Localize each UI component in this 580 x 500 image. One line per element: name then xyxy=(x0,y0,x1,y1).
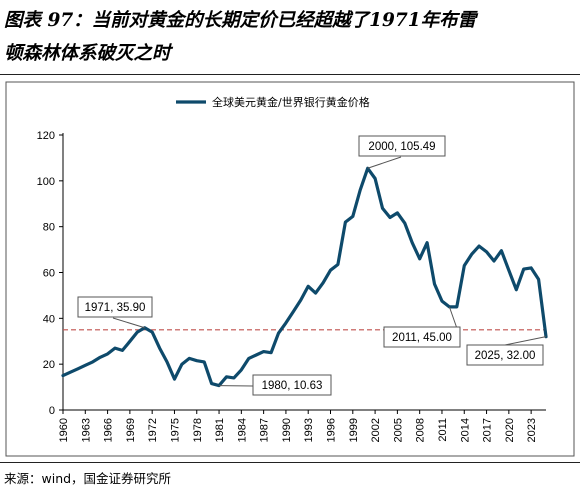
annotation-box xyxy=(466,344,544,366)
x-tick-label: 1987 xyxy=(259,418,271,442)
annotation-1980: 1980, 10.63 xyxy=(219,374,332,396)
annotation-2011: 2011, 45.00 xyxy=(383,306,461,348)
x-tick-label: 2005 xyxy=(392,418,404,442)
x-tick-label: 1969 xyxy=(125,418,137,442)
x-tick-label: 1975 xyxy=(169,418,181,442)
legend-label: 全球美元黄金/世界银行黄金价格 xyxy=(212,95,370,109)
annotation-box xyxy=(358,135,446,157)
x-tick-label: 2002 xyxy=(370,418,382,442)
title-divider xyxy=(0,74,580,75)
y-tick-label: 40 xyxy=(43,313,55,325)
annotation-label: 1980, 10.63 xyxy=(262,380,323,392)
x-tick-label: 1960 xyxy=(58,418,70,442)
x-tick-label: 1966 xyxy=(103,418,115,442)
x-tick-label: 2020 xyxy=(504,418,516,442)
x-tick-label: 1972 xyxy=(147,418,159,442)
x-tick-label: 2023 xyxy=(526,418,538,442)
x-tick-label: 1990 xyxy=(281,418,293,442)
annotation-label: 2025, 32.00 xyxy=(475,350,536,362)
chart-frame xyxy=(5,81,575,457)
x-tick-label: 2011 xyxy=(437,418,449,442)
y-tick-label: 20 xyxy=(43,359,55,371)
y-tick-label: 0 xyxy=(49,405,55,417)
x-tick-label: 1984 xyxy=(236,418,248,442)
annotation-2025: 2025, 32.00 xyxy=(466,336,547,366)
source-divider xyxy=(0,462,580,463)
figure-title: 图表 97：当前对黄金的长期定价已经超越了1971年布雷 顿森林体系破灭之时 xyxy=(4,4,576,70)
source-note: 来源：wind，国金证券研究所 xyxy=(4,471,172,486)
y-tick-label: 120 xyxy=(37,130,55,142)
annotation-box xyxy=(77,296,153,318)
series-line xyxy=(61,166,548,388)
annotation-1971: 1971, 35.90 xyxy=(77,296,153,329)
x-tick-label: 2014 xyxy=(459,418,471,442)
x-tick-label: 2008 xyxy=(415,418,427,442)
annotation-box xyxy=(252,374,332,396)
x-tick-label: 1993 xyxy=(303,418,315,442)
x-tick-label: 1996 xyxy=(326,418,338,442)
x-tick-label: 1999 xyxy=(348,418,360,442)
annotation-label: 1971, 35.90 xyxy=(85,302,146,314)
x-tick-label: 1963 xyxy=(80,418,92,442)
figure-title-line-1: 图表 97：当前对黄金的长期定价已经超越了1971年布雷 xyxy=(4,10,477,31)
y-tick-label: 100 xyxy=(37,176,55,188)
annotation-leader xyxy=(367,156,402,169)
figure-title-line-2: 顿森林体系破灭之时 xyxy=(4,43,171,64)
y-tick-label: 80 xyxy=(43,222,55,234)
annotation-2000: 2000, 105.49 xyxy=(358,135,446,169)
annotation-leader xyxy=(112,317,145,329)
x-tick-label: 1978 xyxy=(192,418,204,442)
x-tick-label: 1981 xyxy=(214,418,226,442)
annotation-box xyxy=(383,326,461,348)
annotation-leader xyxy=(504,336,547,346)
annotation-label: 2011, 45.00 xyxy=(392,332,452,344)
y-tick-label: 60 xyxy=(43,268,55,280)
x-tick-label: 2017 xyxy=(482,418,494,442)
annotation-label: 2000, 105.49 xyxy=(368,141,435,153)
